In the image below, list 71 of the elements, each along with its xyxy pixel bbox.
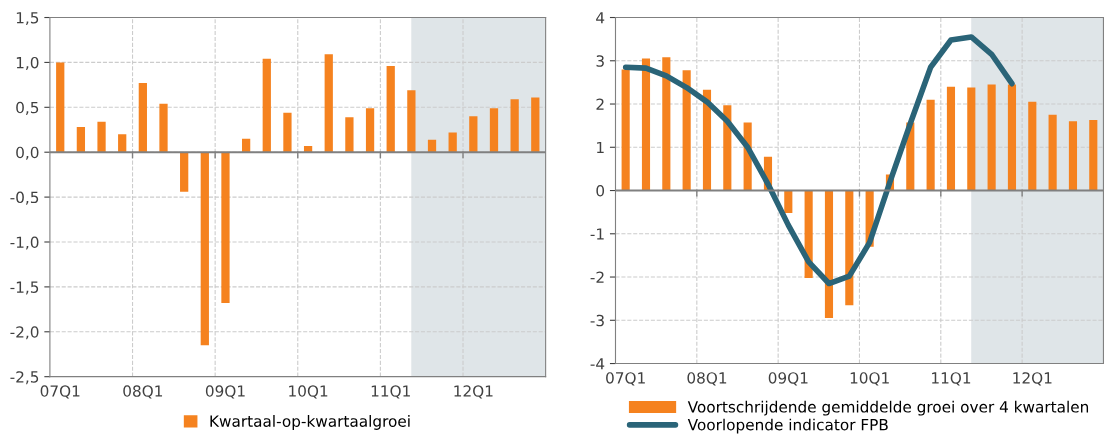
bar [926, 99, 935, 191]
bar [386, 66, 395, 153]
y-tick-label: -1 [590, 228, 604, 240]
y-tick-label: 4 [596, 12, 605, 24]
bar [76, 127, 86, 153]
y-tick-label: 0 [596, 185, 605, 197]
bar [967, 87, 976, 191]
bar [262, 58, 271, 153]
bar [345, 117, 354, 153]
bar [1028, 101, 1037, 191]
bar [1068, 121, 1078, 191]
bar [845, 190, 854, 306]
bar [510, 99, 519, 153]
bar [702, 89, 712, 191]
y-tick-label: -3 [590, 314, 604, 327]
bar [469, 116, 478, 153]
x-tick-label: 10Q1 [850, 372, 889, 386]
y-tick-label: -4 [590, 358, 605, 370]
x-tick-label: 09Q1 [205, 385, 245, 399]
bar [987, 84, 996, 191]
x-tick-label: 11Q1 [371, 385, 410, 399]
bar [1007, 84, 1017, 191]
x-tick-label: 11Q1 [932, 372, 971, 386]
bar [448, 132, 457, 153]
x-tick-label: 07Q1 [606, 372, 645, 386]
bar [621, 69, 630, 191]
bar [180, 152, 189, 192]
bar [784, 190, 793, 214]
bar [200, 152, 209, 346]
y-tick-label: 0,5 [16, 101, 39, 115]
y-tick-label: -2,0 [10, 326, 39, 340]
bar [324, 54, 333, 153]
bar [283, 112, 292, 153]
x-tick-label: 07Q1 [40, 385, 80, 399]
y-tick-label: 1,0 [16, 56, 39, 70]
bar [1048, 114, 1057, 191]
y-tick-label: -1,5 [10, 281, 39, 295]
bar [221, 152, 230, 304]
bar [641, 58, 651, 191]
bar [1089, 120, 1098, 191]
y-tick-label: 3 [596, 55, 604, 67]
legend-label: Voortschrijdende gemiddelde groei over 4 kwartalen [687, 400, 1089, 416]
bar [97, 121, 106, 153]
y-tick-label: 2 [596, 98, 604, 110]
bar [824, 190, 834, 319]
bar [56, 62, 65, 153]
x-tick-label: 08Q1 [687, 372, 727, 386]
y-tick-label: -1,0 [10, 236, 39, 250]
x-tick-label: 08Q1 [123, 385, 163, 399]
bar [489, 108, 499, 153]
bar [531, 97, 540, 153]
y-tick-label: 1 [597, 141, 604, 154]
y-tick-label: 1,5 [16, 12, 39, 26]
y-tick-label: 0,0 [16, 146, 39, 160]
bar [365, 108, 375, 153]
bar [946, 86, 956, 191]
x-tick-label: 12Q1 [1013, 372, 1052, 386]
y-tick-label: -2,5 [10, 371, 39, 385]
y-tick-label: -2 [590, 271, 604, 283]
bar [682, 70, 691, 191]
y-tick-label: -0,5 [10, 191, 39, 205]
x-tick-label: 09Q1 [768, 372, 808, 386]
bar [407, 90, 416, 153]
bar [662, 57, 671, 191]
bar [138, 83, 147, 153]
bar [159, 103, 168, 153]
bar [118, 134, 127, 153]
x-tick-label: 12Q1 [454, 385, 493, 399]
legend-label: Kwartaal-op-kwartaalgroei [210, 415, 410, 430]
legend-label: Voorlopende indicator FPB [687, 418, 888, 434]
x-tick-label: 10Q1 [289, 385, 328, 399]
